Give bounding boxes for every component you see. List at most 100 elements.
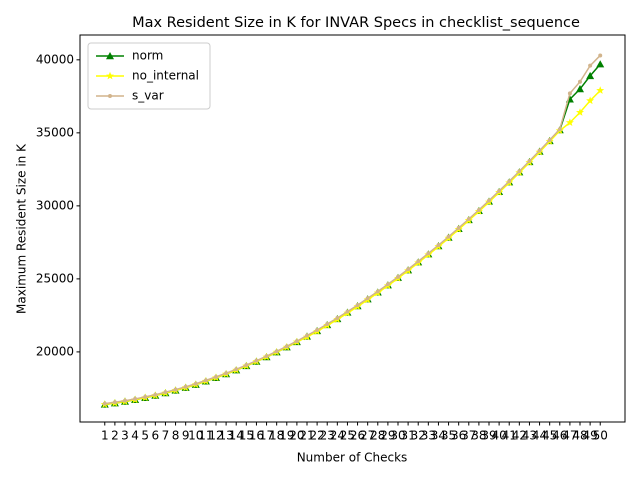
x-tick-label: 15	[239, 429, 254, 443]
circle-marker	[416, 259, 421, 264]
x-tick-label: 48	[572, 429, 587, 443]
circle-marker	[183, 384, 188, 389]
x-tick-label: 31	[400, 429, 415, 443]
circle-marker	[315, 327, 320, 332]
circle-marker	[446, 234, 451, 239]
x-tick-label: 27	[360, 429, 375, 443]
circle-marker	[325, 322, 330, 327]
circle-marker	[224, 371, 229, 376]
x-tick-label: 1	[101, 429, 109, 443]
legend-label: norm	[132, 49, 163, 63]
circle-marker	[527, 159, 532, 164]
y-tick-label: 30000	[36, 198, 74, 212]
legend-marker	[106, 71, 114, 80]
chart-title: Max Resident Size in K for INVAR Specs i…	[132, 15, 580, 31]
circle-marker	[355, 303, 360, 308]
circle-marker	[112, 400, 117, 405]
x-tick-label: 42	[512, 429, 527, 443]
x-tick-label: 44	[532, 429, 547, 443]
circle-marker	[173, 387, 178, 392]
circle-marker	[598, 53, 603, 58]
circle-marker	[264, 354, 269, 359]
x-tick-label: 40	[491, 429, 506, 443]
circle-marker	[193, 381, 198, 386]
circle-marker	[102, 401, 107, 406]
circle-marker	[426, 251, 431, 256]
circle-marker	[507, 179, 512, 184]
circle-marker	[284, 344, 289, 349]
x-tick-label: 37	[461, 429, 476, 443]
x-tick-label: 26	[350, 429, 365, 443]
circle-marker	[375, 289, 380, 294]
legend: norm no_internal s_var	[87, 42, 211, 110]
x-tick-label: 49	[582, 429, 597, 443]
x-axis-label: Number of Checks	[297, 451, 408, 465]
star-marker	[565, 118, 574, 127]
x-tick-label: 22	[309, 429, 324, 443]
x-tick-label: 13	[218, 429, 233, 443]
circle-marker	[487, 198, 492, 203]
x-tick-label: 25	[340, 429, 355, 443]
circle-marker	[567, 91, 572, 96]
x-tick-label: 5	[141, 429, 149, 443]
circle-marker	[588, 63, 593, 68]
plot-area	[79, 34, 626, 423]
circle-marker	[244, 363, 249, 368]
legend-label: no_internal	[132, 69, 199, 83]
legend-marker	[106, 52, 114, 60]
x-tick-label: 38	[471, 429, 486, 443]
legend-label: s_var	[132, 89, 164, 103]
x-tick-label: 43	[522, 429, 537, 443]
x-tick-label: 21	[299, 429, 314, 443]
circle-marker	[537, 148, 542, 153]
x-tick-label: 6	[152, 429, 160, 443]
x-tick-label: 50	[593, 429, 608, 443]
x-tick-label: 8	[172, 429, 180, 443]
y-tick-label: 40000	[36, 52, 74, 66]
circle-marker	[122, 398, 127, 403]
x-tick-label: 9	[182, 429, 190, 443]
x-tick-label: 23	[320, 429, 335, 443]
triangle-marker	[576, 85, 585, 93]
circle-marker	[213, 374, 218, 379]
circle-marker	[557, 127, 562, 132]
circle-marker	[517, 169, 522, 174]
x-tick-label: 30	[390, 429, 405, 443]
x-tick-label: 36	[451, 429, 466, 443]
triangle-marker	[596, 60, 605, 68]
x-tick-label: 28	[370, 429, 385, 443]
circle-marker	[304, 333, 309, 338]
y-axis-label: Maximum Resident Size in K	[15, 143, 29, 314]
x-tick-label: 12	[208, 429, 223, 443]
circle-marker	[133, 396, 138, 401]
x-tick-label: 3	[121, 429, 129, 443]
circle-marker	[406, 267, 411, 272]
x-tick-label: 18	[269, 429, 284, 443]
x-tick-label: 16	[249, 429, 264, 443]
circle-marker	[345, 309, 350, 314]
circle-marker	[396, 274, 401, 279]
legend-box	[87, 42, 211, 110]
circle-marker	[497, 188, 502, 193]
series-line	[104, 63, 601, 406]
circle-marker	[274, 349, 279, 354]
circle-marker	[385, 282, 390, 287]
circle-marker	[294, 339, 299, 344]
x-tick-label: 29	[380, 429, 395, 443]
x-tick-label: 11	[198, 429, 213, 443]
circle-marker	[365, 296, 370, 301]
x-tick-label: 24	[330, 429, 345, 443]
x-tick-label: 14	[229, 429, 244, 443]
x-tick-label: 4	[131, 429, 139, 443]
circle-marker	[163, 390, 168, 395]
circle-marker	[547, 138, 552, 143]
x-tick-label: 20	[289, 429, 304, 443]
x-tick-label: 45	[542, 429, 557, 443]
star-marker	[576, 108, 584, 116]
x-tick-label: 35	[441, 429, 456, 443]
x-tick-label: 17	[259, 429, 274, 443]
x-tick-label: 33	[421, 429, 436, 443]
star-marker	[586, 96, 595, 105]
